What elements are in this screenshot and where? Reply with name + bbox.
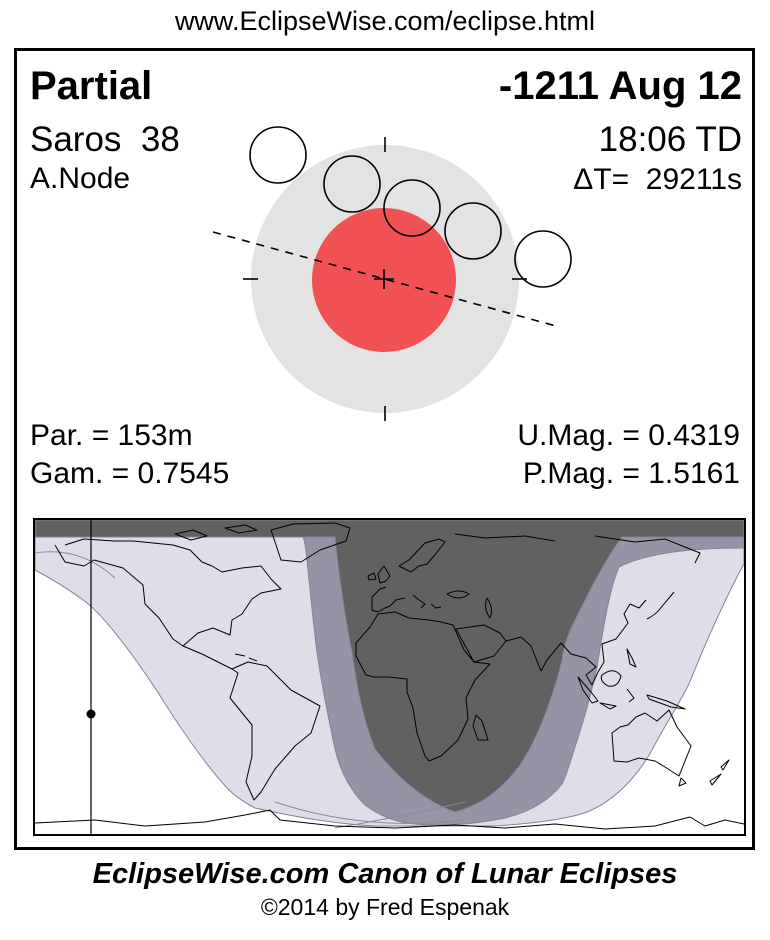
main-frame	[14, 48, 755, 850]
visibility-map	[33, 518, 746, 836]
moon-circle	[444, 202, 502, 260]
copyright-line: ©2014 by Fred Espenak	[260, 894, 510, 920]
sublunar-point-dot	[86, 709, 96, 719]
moon-circle	[514, 230, 572, 288]
partial-duration-stat: Par. = 153m	[30, 419, 193, 452]
moon-circle	[383, 179, 441, 237]
canon-title: EclipseWise.com Canon of Lunar Eclipses	[92, 858, 678, 890]
eclipse-time: 18:06 TD	[598, 120, 742, 159]
moon-circle	[249, 126, 307, 184]
moon-path-circles	[249, 126, 572, 288]
umbral-magnitude-stat: U.Mag. = 0.4319	[517, 419, 740, 452]
eclipse-diagram	[212, 126, 572, 421]
shadow-center-cross	[374, 269, 394, 289]
map-region-no-eclipse	[35, 520, 744, 813]
site-url: www.EclipseWise.com/eclipse.html	[174, 6, 596, 36]
map-coastlines	[35, 522, 744, 830]
delta-t-value: ΔT= 29211s	[573, 163, 742, 196]
node-label: A.Node	[30, 162, 131, 195]
penumbral-magnitude-stat: P.Mag. = 1.5161	[522, 457, 740, 490]
map-limit-curves	[35, 551, 466, 829]
eclipse-date: -1211 Aug 12	[498, 64, 742, 108]
moon-circle	[323, 155, 381, 213]
gamma-stat: Gam. = 0.7545	[30, 457, 230, 490]
eclipse-type-label: Partial	[30, 64, 153, 108]
saros-label: Saros 38	[30, 120, 180, 159]
